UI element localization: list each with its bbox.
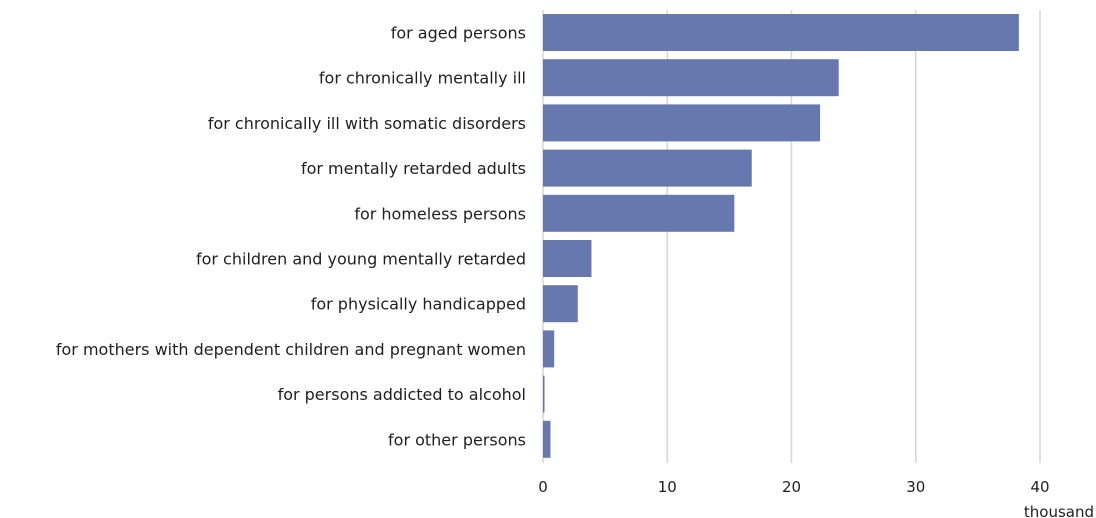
- x-tick-label: 10: [658, 478, 677, 496]
- category-label: for physically handicapped: [311, 295, 526, 314]
- category-labels: for aged persons for chronically mentally…: [56, 24, 526, 450]
- category-label: for chronically ill with somatic disorde…: [208, 114, 526, 133]
- bar: [543, 420, 551, 458]
- bar: [543, 375, 545, 413]
- bar: [543, 149, 752, 187]
- category-label: for aged persons: [391, 24, 526, 43]
- bar: [543, 285, 578, 323]
- bars: [543, 14, 1019, 458]
- category-label: for other persons: [388, 430, 526, 449]
- category-label: for homeless persons: [354, 204, 526, 223]
- bar: [543, 59, 839, 97]
- bar: [543, 194, 735, 232]
- category-label: for children and young mentally retarded: [196, 250, 526, 269]
- category-label: for mothers with dependent children and …: [56, 340, 526, 359]
- x-tick-label: 30: [906, 478, 925, 496]
- x-axis-unit-label: thousand: [1024, 503, 1094, 518]
- x-tick-label: 40: [1030, 478, 1049, 496]
- bar: [543, 240, 592, 277]
- category-label: for mentally retarded adults: [301, 159, 526, 178]
- category-label: for persons addicted to alcohol: [278, 385, 526, 404]
- bar: [543, 14, 1019, 51]
- bar: [543, 330, 555, 368]
- x-tick-label: 20: [782, 478, 801, 496]
- x-axis-ticks: 0 10 20 30 40: [538, 478, 1049, 496]
- category-label: for chronically mentally ill: [319, 69, 526, 88]
- bar: [543, 104, 821, 142]
- x-tick-label: 0: [538, 478, 548, 496]
